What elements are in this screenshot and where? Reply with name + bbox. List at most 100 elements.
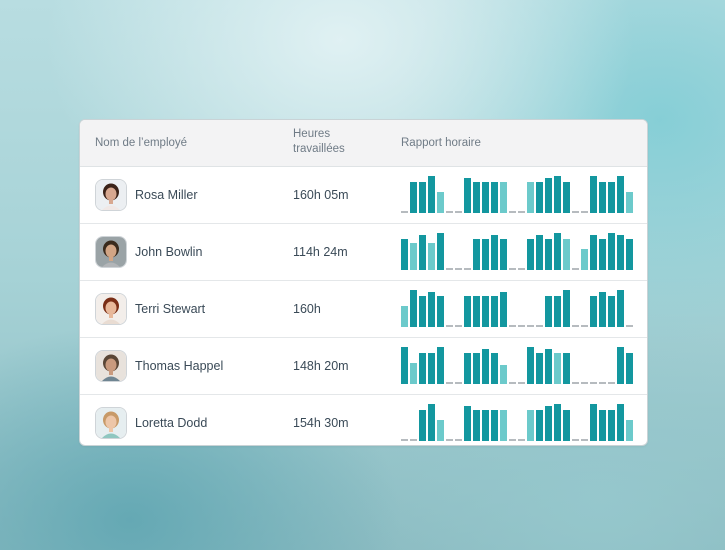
hourly-bar [626, 239, 633, 270]
avatar [95, 293, 127, 325]
column-header-employee-name[interactable]: Nom de l’employé [95, 137, 188, 149]
hourly-report-chart [401, 290, 635, 327]
hourly-bar [428, 176, 435, 213]
hourly-bar [554, 176, 561, 213]
hourly-bar [599, 182, 606, 213]
hourly-bar [617, 404, 624, 441]
hourly-bar [581, 249, 588, 270]
hourly-report-chart [401, 233, 635, 270]
hourly-bar [608, 296, 615, 327]
hourly-bar [500, 182, 507, 213]
hourly-bar [572, 382, 579, 384]
hourly-bar [401, 439, 408, 441]
hourly-bar [419, 296, 426, 327]
hourly-bar [491, 182, 498, 213]
table-row[interactable]: Terri Stewart 160h [80, 281, 647, 338]
hourly-report-chart [401, 404, 635, 441]
hourly-bar [491, 353, 498, 384]
hourly-bar [446, 439, 453, 441]
hourly-bar [608, 410, 615, 441]
hourly-bar [464, 353, 471, 384]
hourly-bar [464, 178, 471, 213]
hourly-bar [509, 325, 516, 327]
hourly-bar [572, 211, 579, 213]
hourly-bar [536, 325, 543, 327]
hourly-bar [446, 325, 453, 327]
table-row[interactable]: John Bowlin 114h 24m [80, 224, 647, 281]
hourly-bar [617, 176, 624, 213]
hourly-bar [608, 382, 615, 384]
hourly-bar [401, 347, 408, 384]
hourly-bar [464, 268, 471, 270]
hourly-bar [518, 325, 525, 327]
avatar [95, 179, 127, 211]
hourly-bar [563, 182, 570, 213]
hourly-bar [500, 410, 507, 441]
employee-name: Thomas Happel [135, 359, 224, 373]
hourly-bar [599, 292, 606, 327]
hourly-bar [500, 365, 507, 384]
hourly-bar [437, 420, 444, 441]
hourly-bar [527, 182, 534, 213]
hours-worked: 114h 24m [293, 245, 348, 259]
table-row[interactable]: Thomas Happel 148h 20m [80, 338, 647, 395]
hourly-bar [518, 439, 525, 441]
hourly-bar [509, 268, 516, 270]
hours-worked: 160h 05m [293, 188, 349, 202]
hourly-bar [581, 439, 588, 441]
hourly-bar [626, 325, 633, 327]
hourly-bar [581, 382, 588, 384]
hourly-bar [545, 406, 552, 441]
hourly-bar [455, 382, 462, 384]
hourly-report-chart [401, 347, 635, 384]
hourly-bar [563, 290, 570, 327]
hourly-bar [527, 347, 534, 384]
hourly-bar [428, 243, 435, 270]
avatar [95, 350, 127, 382]
table-row[interactable]: Loretta Dodd 154h 30m [80, 395, 647, 445]
hourly-bar [419, 353, 426, 384]
table-row[interactable]: Rosa Miller 160h 05m [80, 167, 647, 224]
hourly-bar [482, 296, 489, 327]
avatar [95, 236, 127, 268]
hourly-bar [590, 296, 597, 327]
employee-name: Terri Stewart [135, 302, 206, 316]
hourly-bar [563, 410, 570, 441]
hours-worked: 160h [293, 302, 321, 316]
hourly-bar [491, 410, 498, 441]
hourly-bar [554, 296, 561, 327]
hourly-bar [428, 353, 435, 384]
hourly-bar [626, 353, 633, 384]
table-header: Nom de l’employé Heures travaillées Rapp… [80, 120, 647, 167]
hourly-bar [473, 296, 480, 327]
hourly-bar [464, 296, 471, 327]
hourly-bar [482, 239, 489, 270]
hourly-bar [437, 233, 444, 270]
hours-worked: 148h 20m [293, 359, 349, 373]
hourly-bar [572, 325, 579, 327]
hourly-bar [401, 306, 408, 327]
column-header-hourly-report[interactable]: Rapport horaire [401, 137, 481, 149]
hourly-bar [536, 235, 543, 270]
hourly-bar [473, 353, 480, 384]
table-body: Rosa Miller 160h 05m John Bowlin 114h 24m Te… [80, 167, 647, 445]
column-header-hours-worked[interactable]: Heures travaillées [293, 128, 345, 155]
hourly-bar [437, 192, 444, 213]
hourly-bar [563, 239, 570, 270]
hourly-bar [455, 325, 462, 327]
hourly-bar [572, 439, 579, 441]
hourly-bar [446, 268, 453, 270]
hourly-bar [473, 182, 480, 213]
hourly-bar [536, 410, 543, 441]
hourly-bar [509, 211, 516, 213]
hourly-bar [410, 243, 417, 270]
hourly-bar [428, 404, 435, 441]
hourly-bar [536, 353, 543, 384]
hourly-bar [473, 410, 480, 441]
hourly-bar [509, 382, 516, 384]
hourly-bar [590, 404, 597, 441]
hourly-bar [590, 235, 597, 270]
hourly-bar [428, 292, 435, 327]
hourly-bar [482, 182, 489, 213]
hourly-bar [482, 410, 489, 441]
